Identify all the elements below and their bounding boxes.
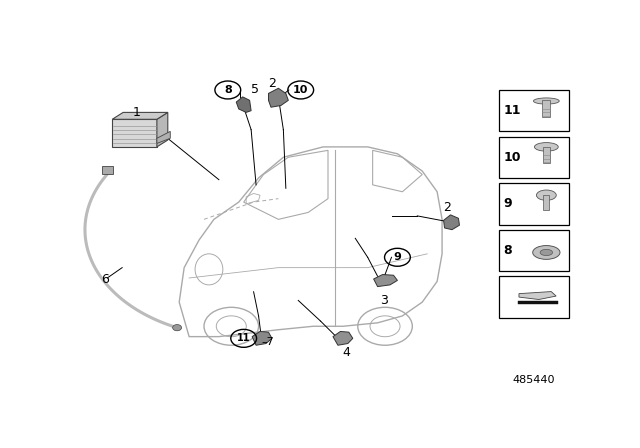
Polygon shape — [112, 119, 157, 147]
Text: 2: 2 — [443, 201, 451, 214]
Text: 6: 6 — [101, 273, 109, 286]
Text: 1: 1 — [133, 106, 141, 119]
Bar — [102, 166, 113, 173]
Ellipse shape — [536, 190, 556, 200]
Text: 485440: 485440 — [513, 375, 555, 385]
Polygon shape — [333, 332, 353, 345]
Polygon shape — [236, 97, 251, 112]
Text: 8: 8 — [503, 244, 512, 257]
Bar — [542, 100, 550, 117]
Text: 10: 10 — [503, 151, 520, 164]
Bar — [518, 301, 557, 304]
Text: 11: 11 — [503, 104, 520, 117]
Text: –7: –7 — [261, 337, 274, 347]
Polygon shape — [519, 292, 556, 300]
FancyBboxPatch shape — [499, 276, 568, 318]
FancyBboxPatch shape — [499, 137, 568, 178]
Polygon shape — [374, 275, 397, 287]
Text: 8: 8 — [224, 85, 232, 95]
FancyBboxPatch shape — [499, 230, 568, 271]
Polygon shape — [112, 112, 168, 119]
Polygon shape — [157, 131, 170, 143]
Text: 4: 4 — [342, 346, 350, 359]
Ellipse shape — [540, 250, 552, 255]
Text: 9: 9 — [503, 197, 512, 210]
Text: 11: 11 — [237, 333, 250, 343]
Polygon shape — [269, 88, 289, 107]
Ellipse shape — [534, 142, 558, 151]
Polygon shape — [252, 332, 272, 345]
Ellipse shape — [534, 98, 559, 104]
Text: 3: 3 — [380, 294, 387, 307]
Ellipse shape — [532, 246, 560, 259]
Polygon shape — [444, 215, 460, 230]
Text: 2: 2 — [269, 77, 276, 90]
FancyBboxPatch shape — [499, 90, 568, 131]
Polygon shape — [157, 112, 168, 147]
Text: 9: 9 — [394, 252, 401, 262]
Bar — [543, 147, 550, 164]
Bar — [543, 195, 549, 210]
Circle shape — [173, 324, 182, 331]
FancyBboxPatch shape — [499, 183, 568, 224]
Text: 5: 5 — [251, 83, 259, 96]
Text: 10: 10 — [293, 85, 308, 95]
